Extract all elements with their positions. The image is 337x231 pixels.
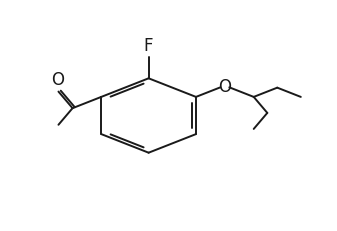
Text: F: F (144, 37, 153, 55)
Text: O: O (218, 78, 231, 96)
Text: O: O (51, 71, 64, 89)
